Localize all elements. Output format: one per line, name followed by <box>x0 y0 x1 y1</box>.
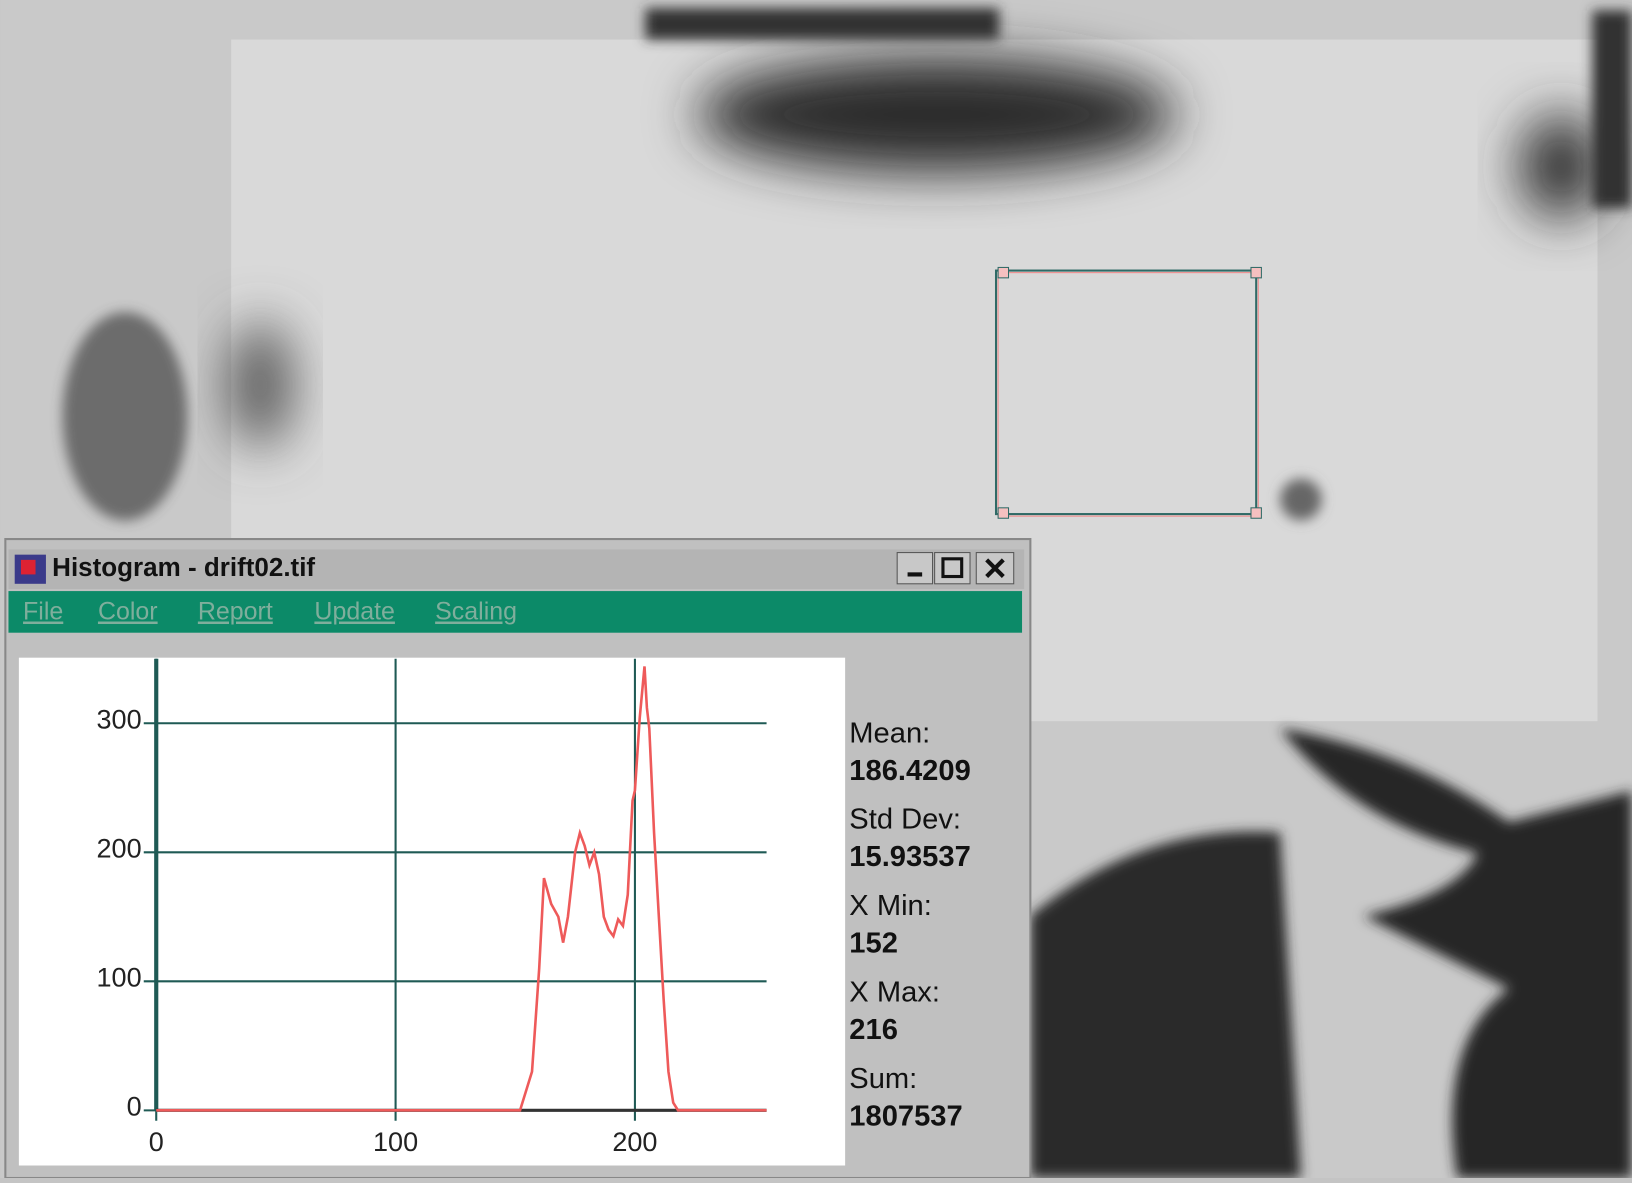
menu-item[interactable]: Color <box>98 598 158 626</box>
stat-value: 186.4209 <box>849 755 970 787</box>
y-tick-label: 300 <box>97 704 142 734</box>
window-title: Histogram - drift02.tif <box>52 552 315 582</box>
y-tick-label: 100 <box>97 962 142 992</box>
menu-item[interactable]: File <box>23 598 63 626</box>
menu-item[interactable]: Report <box>198 598 273 626</box>
x-tick-label: 200 <box>612 1127 657 1157</box>
y-tick-label: 200 <box>97 833 142 863</box>
stat-label: X Max: <box>849 976 940 1008</box>
x-tick-label: 100 <box>373 1127 418 1157</box>
stat-value: 152 <box>849 928 898 960</box>
app-icon-detail <box>21 560 36 575</box>
maximize-button[interactable] <box>935 553 970 584</box>
stat-label: Sum: <box>849 1063 917 1095</box>
x-tick-label: 0 <box>149 1127 164 1157</box>
menu-item[interactable]: Update <box>314 598 395 626</box>
stat-label: Mean: <box>849 717 930 749</box>
histogram-window: Histogram - drift02.tif File Color Report U… <box>5 539 1030 1178</box>
stat-value: 1807537 <box>849 1100 962 1132</box>
stat-value: 216 <box>849 1014 898 1046</box>
minimize-button[interactable] <box>897 553 932 584</box>
plot-area <box>19 658 845 1166</box>
screenshot: Histogram - drift02.tif File Color Report U… <box>0 0 1632 1178</box>
menu-item[interactable]: Scaling <box>435 598 517 626</box>
stat-label: Std Dev: <box>849 804 961 836</box>
close-button[interactable] <box>976 553 1013 584</box>
stat-value: 15.93537 <box>849 841 970 873</box>
page: {"window": {"title": "Histogram - drift0… <box>0 0 1632 1178</box>
y-tick-label: 0 <box>127 1091 142 1121</box>
stat-label: X Min: <box>849 890 932 922</box>
